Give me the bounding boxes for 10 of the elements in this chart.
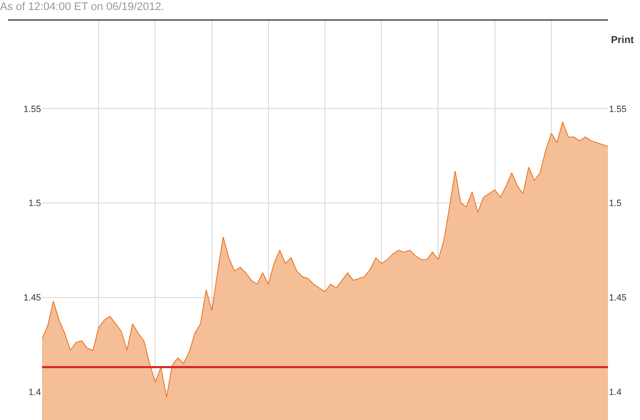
y2-tick-label: 1.4 <box>609 386 622 397</box>
y2-tick-label: 1.45 <box>609 292 627 303</box>
y-tick-label: 1.4 <box>28 386 41 397</box>
chart-title: As of 12:04:00 ET on 06/19/2012. <box>0 0 164 13</box>
y-tick-label: 1.5 <box>28 198 41 208</box>
y2-tick-label: 1.5 <box>609 198 622 208</box>
y2-tick-label: 1.55 <box>609 104 627 114</box>
y-tick-label: 1.55 <box>23 104 41 114</box>
text: Print <box>611 35 634 46</box>
y-tick-label: 1.45 <box>23 292 41 303</box>
